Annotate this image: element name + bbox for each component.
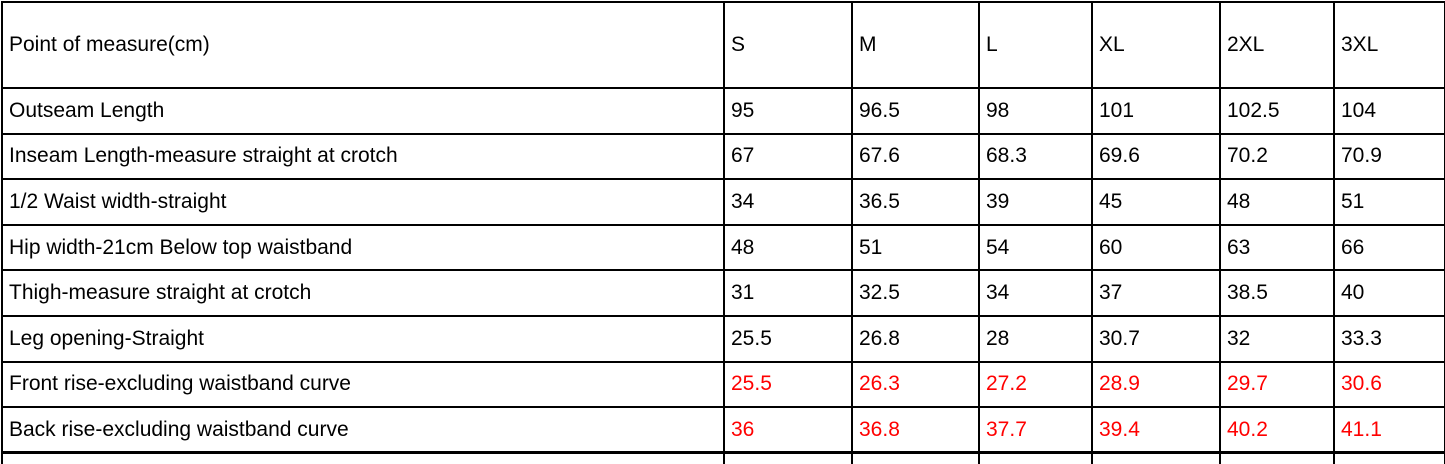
cell-value: 28 [978, 314, 1093, 363]
table-row: Inseam Length-measure straight at crotch… [1, 132, 1445, 181]
cell-value: 102.5 [1219, 87, 1335, 135]
cell-value: 27.2 [978, 360, 1093, 409]
cell-value: 96.5 [851, 87, 980, 135]
cell-value: 41.1 [1333, 406, 1445, 454]
cell-value: 70.2 [1219, 132, 1335, 181]
cell-value: 30.6 [1333, 360, 1445, 409]
cell-value: 51 [1333, 178, 1445, 226]
cell-value: 101 [1091, 87, 1221, 135]
cell-value: 32 [1219, 314, 1335, 363]
cell-value: 63 [1219, 223, 1335, 272]
cell-value: 30.7 [1091, 314, 1221, 363]
empty-cell [1091, 451, 1221, 464]
cell-value: 31 [723, 269, 853, 317]
row-label: 1/2 Waist width-straight [1, 178, 725, 226]
table-row: Leg opening-Straight 25.5 26.8 28 30.7 32 33.3 [1, 314, 1445, 363]
table-row: 1/2 Waist width-straight 34 36.5 39 45 48 51 [1, 178, 1445, 226]
size-column-header-2xl: 2XL [1219, 1, 1335, 89]
cell-value: 95 [723, 87, 853, 135]
cell-value: 26.8 [851, 314, 980, 363]
row-label: Inseam Length-measure straight at crotch [1, 132, 725, 181]
row-label: Leg opening-Straight [1, 314, 725, 363]
cell-value: 32.5 [851, 269, 980, 317]
cell-value: 37.7 [978, 406, 1093, 454]
table-row: Back rise-excluding waistband curve 36 36.… [1, 406, 1445, 454]
empty-cell [1, 451, 725, 464]
cell-value: 67.6 [851, 132, 980, 181]
cell-value: 66 [1333, 223, 1445, 272]
cell-value: 34 [978, 269, 1093, 317]
cell-value: 104 [1333, 87, 1445, 135]
cell-value: 28.9 [1091, 360, 1221, 409]
empty-cell [978, 451, 1093, 464]
cell-value: 36.5 [851, 178, 980, 226]
cell-value: 36.8 [851, 406, 980, 454]
empty-cell [1333, 451, 1445, 464]
size-column-header-3xl: 3XL [1333, 1, 1445, 89]
table-row: Hip width-21cm Below top waistband 48 51 54… [1, 223, 1445, 272]
cell-value: 60 [1091, 223, 1221, 272]
cell-value: 48 [723, 223, 853, 272]
row-label: Back rise-excluding waistband curve [1, 406, 725, 454]
cell-value: 40 [1333, 269, 1445, 317]
cell-value: 70.9 [1333, 132, 1445, 181]
cell-value: 38.5 [1219, 269, 1335, 317]
cell-value: 39 [978, 178, 1093, 226]
cell-value: 45 [1091, 178, 1221, 226]
cell-value: 51 [851, 223, 980, 272]
empty-cell [851, 451, 980, 464]
cell-value: 33.3 [1333, 314, 1445, 363]
row-label: Thigh-measure straight at crotch [1, 269, 725, 317]
cell-value: 54 [978, 223, 1093, 272]
table-row: Front rise-excluding waistband curve 25.5… [1, 360, 1445, 409]
cell-value: 39.4 [1091, 406, 1221, 454]
row-label: Outseam Length [1, 87, 725, 135]
size-column-header-xl: XL [1091, 1, 1221, 89]
row-label: Hip width-21cm Below top waistband [1, 223, 725, 272]
cell-value: 40.2 [1219, 406, 1335, 454]
point-of-measure-header: Point of measure(cm) [1, 1, 725, 89]
cell-value: 98 [978, 87, 1093, 135]
empty-cell [1219, 451, 1335, 464]
size-column-header-m: M [851, 1, 980, 89]
cell-value: 36 [723, 406, 853, 454]
table-row: Outseam Length 95 96.5 98 101 102.5 104 [1, 87, 1445, 135]
cell-value: 69.6 [1091, 132, 1221, 181]
cell-value: 48 [1219, 178, 1335, 226]
cell-value: 26.3 [851, 360, 980, 409]
empty-cell [723, 451, 853, 464]
header-row: Point of measure(cm) S M L XL 2XL 3XL [1, 1, 1445, 89]
table-row: Thigh-measure straight at crotch 31 32.5 34… [1, 269, 1445, 317]
cell-value: 25.5 [723, 314, 853, 363]
cell-value: 68.3 [978, 132, 1093, 181]
cell-value: 29.7 [1219, 360, 1335, 409]
partial-bottom-row [1, 451, 1445, 464]
cell-value: 25.5 [723, 360, 853, 409]
row-label: Front rise-excluding waistband curve [1, 360, 725, 409]
size-column-header-l: L [978, 1, 1093, 89]
cell-value: 34 [723, 178, 853, 226]
cell-value: 67 [723, 132, 853, 181]
size-column-header-s: S [723, 1, 853, 89]
cell-value: 37 [1091, 269, 1221, 317]
